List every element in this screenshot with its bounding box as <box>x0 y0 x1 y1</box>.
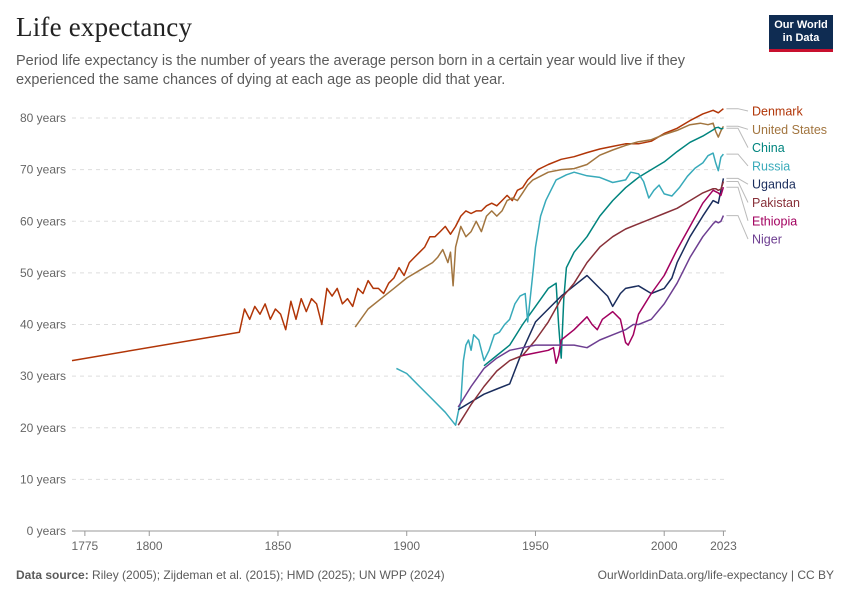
x-tick-label: 1800 <box>136 539 163 553</box>
owid-logo[interactable]: Our World in Data <box>769 15 833 52</box>
x-tick-label: 1950 <box>522 539 549 553</box>
legend-connector <box>726 177 749 185</box>
series-layer[interactable] <box>71 108 725 426</box>
series-line-pakistan[interactable] <box>457 181 725 426</box>
grid-layer <box>72 117 726 480</box>
legend-layer[interactable]: Denmark United States China Russia Uganda Pak… <box>726 105 827 247</box>
page-title: Life expectancy <box>16 12 193 42</box>
owid-link[interactable]: OurWorldinData.org/life-expectancy | CC … <box>597 568 834 582</box>
legend-connector <box>726 153 749 167</box>
legend-connector <box>726 127 749 148</box>
legend-label-niger[interactable]: Niger <box>752 233 782 247</box>
y-tick-label: 60 years <box>20 214 66 228</box>
legend-connector <box>726 125 749 130</box>
x-tick-label: 1775 <box>72 539 99 553</box>
legend-connector <box>726 108 749 112</box>
series-line-uganda[interactable] <box>457 178 725 411</box>
y-tick-label: 40 years <box>20 318 66 332</box>
chart-subtitle: Period life expectancy is the number of … <box>16 53 685 88</box>
legend-label-ethiopia[interactable]: Ethiopia <box>752 214 797 228</box>
logo-line-2: in Data <box>782 32 820 44</box>
y-tick-label: 70 years <box>20 163 66 177</box>
series-line-russia[interactable] <box>396 152 724 426</box>
legend-label-uganda[interactable]: Uganda <box>752 178 796 192</box>
legend-label-russia[interactable]: Russia <box>752 159 790 173</box>
legend-connector <box>726 215 749 240</box>
series-line-united-states[interactable] <box>354 122 725 328</box>
legend-label-pakistan[interactable]: Pakistan <box>752 196 800 210</box>
logo-line-1: Our World <box>774 19 828 31</box>
y-tick-label: 0 years <box>27 524 66 538</box>
series-line-denmark[interactable] <box>71 108 724 362</box>
x-tick-label: 2000 <box>651 539 678 553</box>
y-tick-label: 20 years <box>20 421 66 435</box>
legend-label-united-states[interactable]: United States <box>752 123 827 137</box>
data-source: Data source: Riley (2005); Zijdeman et a… <box>16 568 445 582</box>
series-line-niger[interactable] <box>457 215 725 408</box>
legend-label-china[interactable]: China <box>752 141 785 155</box>
y-tick-label: 80 years <box>20 111 66 125</box>
x-tick-label: 1850 <box>265 539 292 553</box>
axis-layer: 0 years 10 years 20 years 30 years 40 years 5… <box>20 111 737 553</box>
legend-connector <box>726 181 749 203</box>
y-tick-label: 30 years <box>20 369 66 383</box>
x-tick-label: 2023 <box>710 539 737 553</box>
y-tick-label: 10 years <box>20 472 66 486</box>
legend-connector <box>726 186 749 221</box>
series-line-china[interactable] <box>483 126 724 367</box>
x-tick-label: 1900 <box>393 539 420 553</box>
legend-label-denmark[interactable]: Denmark <box>752 105 803 119</box>
data-source-label: Data source: <box>16 568 89 582</box>
series-line-ethiopia[interactable] <box>522 186 725 364</box>
data-source-text: Riley (2005); Zijdeman et al. (2015); HM… <box>92 568 445 582</box>
y-tick-label: 50 years <box>20 266 66 280</box>
